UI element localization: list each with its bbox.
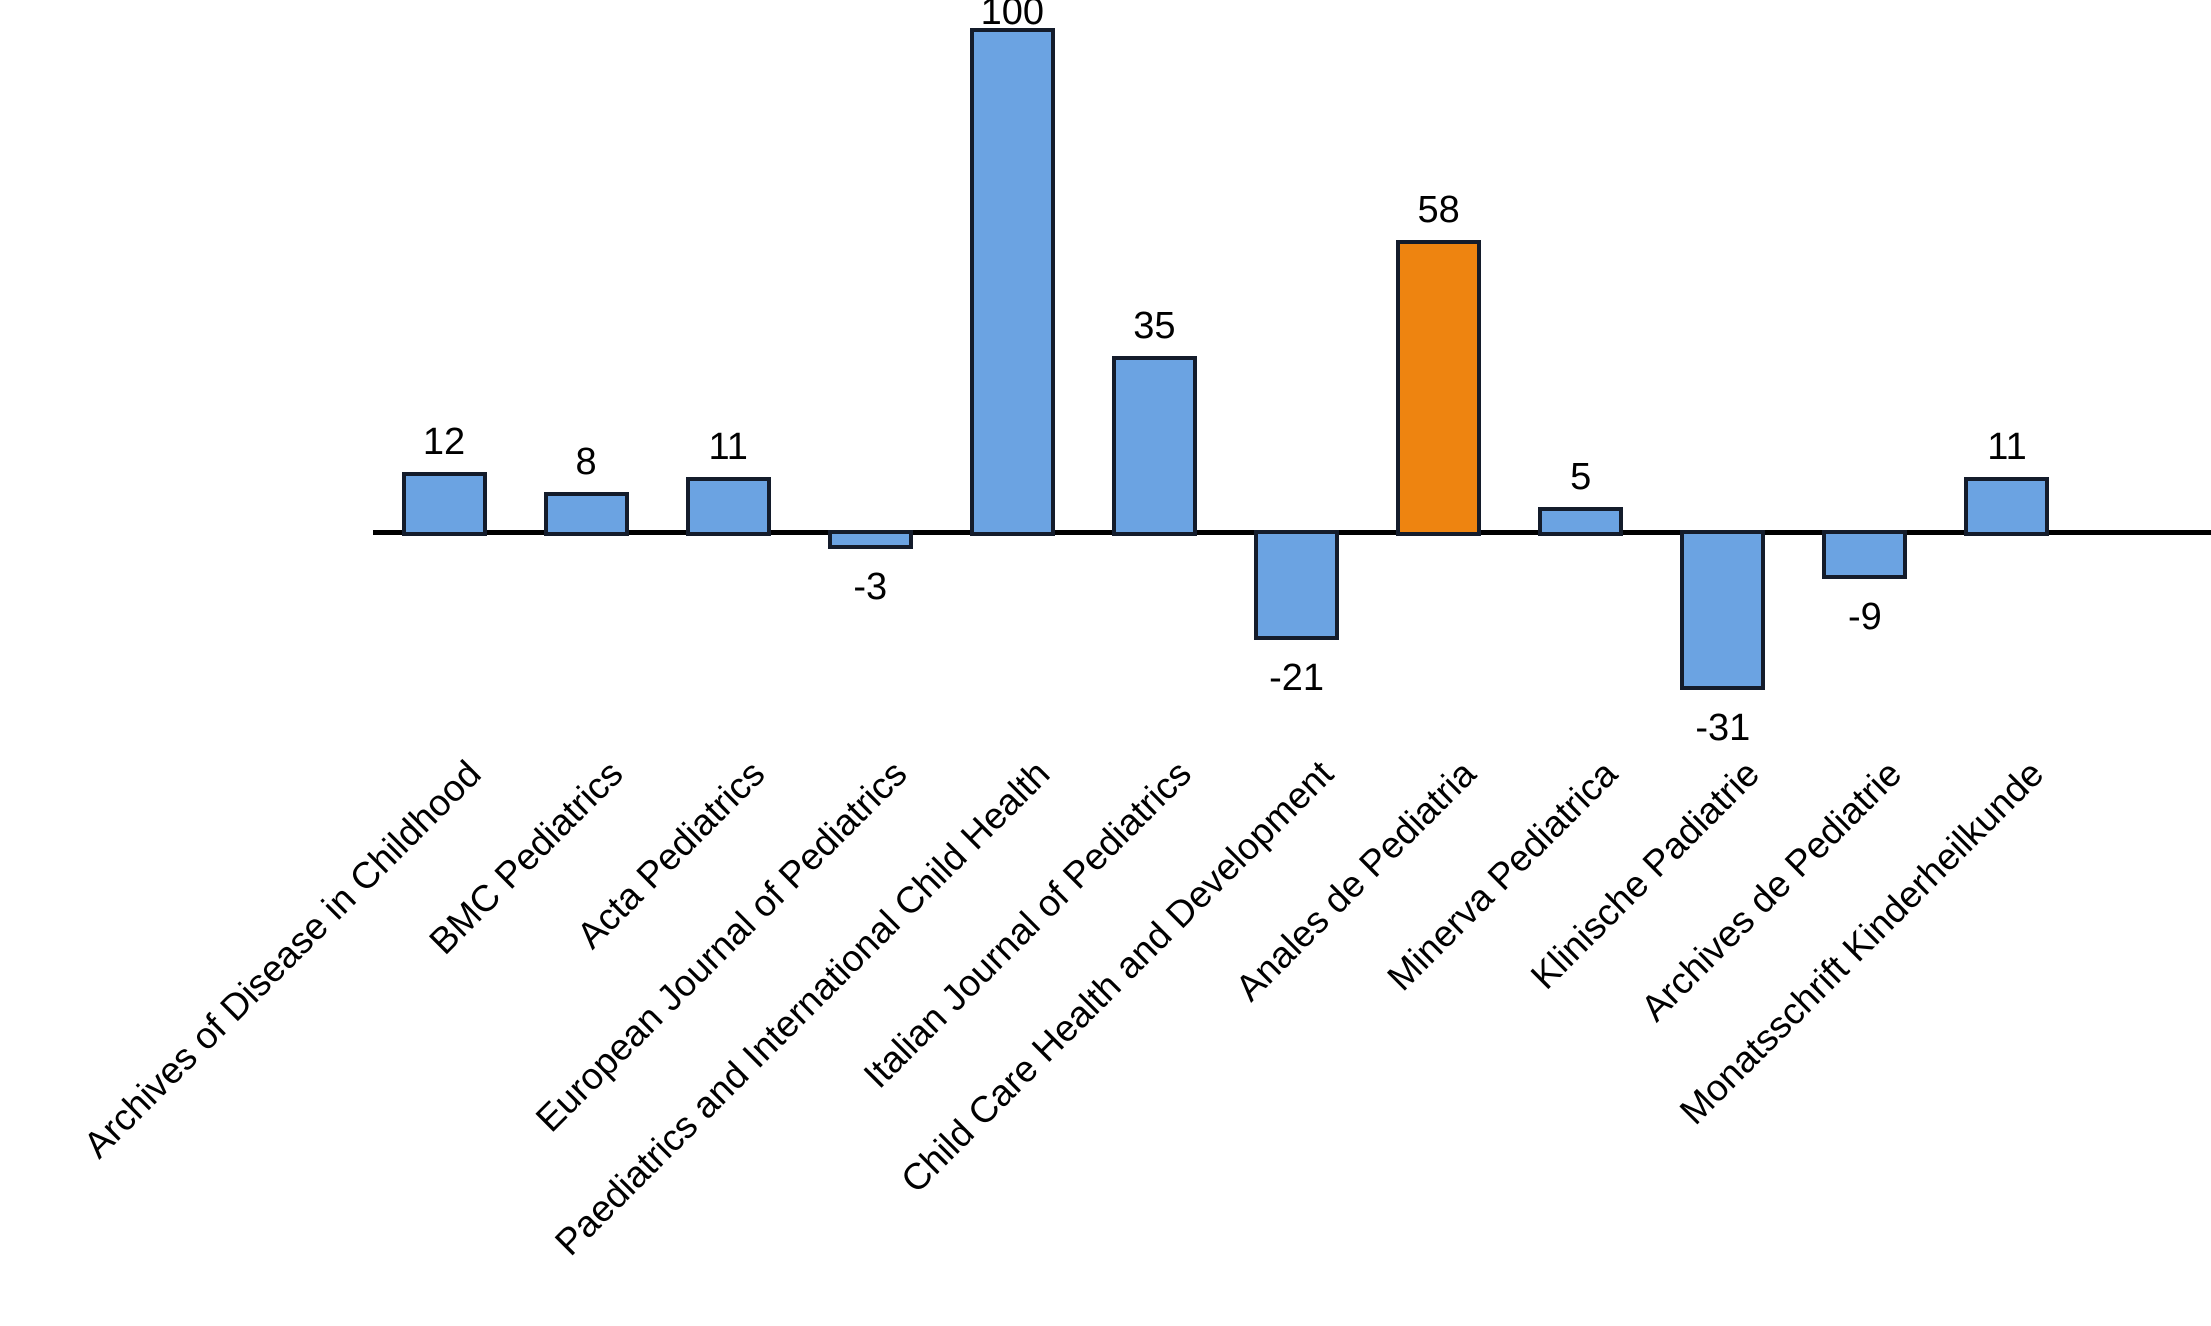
bar [1964,476,2050,536]
bar [1538,506,1624,536]
bar-value-label: -3 [853,566,888,609]
bar-value-label: 100 [980,0,1045,33]
bar [1254,530,1340,640]
bar-value-label: 58 [1417,188,1460,231]
bar-value-label: 12 [422,420,466,463]
bar-value-label: 8 [575,440,597,483]
bar [1680,530,1766,691]
bar [827,530,913,550]
bar [969,28,1055,536]
bar [401,471,487,536]
bar [543,491,629,536]
category-label: Paediatrics and International Child Heal… [546,752,1058,1264]
bar-value-label: -9 [1847,596,1882,639]
category-label: Archives of Disease in Childhood [75,752,489,1166]
bar-value-label: 35 [1133,304,1176,347]
bar-value-label: 11 [708,425,748,468]
category-label: Anales de Pediatria [1227,752,1484,1009]
bar [1822,530,1908,580]
bar-value-label: 11 [1987,425,2027,468]
bar-value-label: 5 [1570,455,1592,498]
bar [1111,355,1197,536]
category-label: Archives de Pediatrie [1633,752,1910,1029]
bar-value-label: -21 [1269,656,1324,699]
bar [1396,239,1482,536]
bar-value-label: -31 [1695,707,1751,750]
bar [685,476,771,536]
